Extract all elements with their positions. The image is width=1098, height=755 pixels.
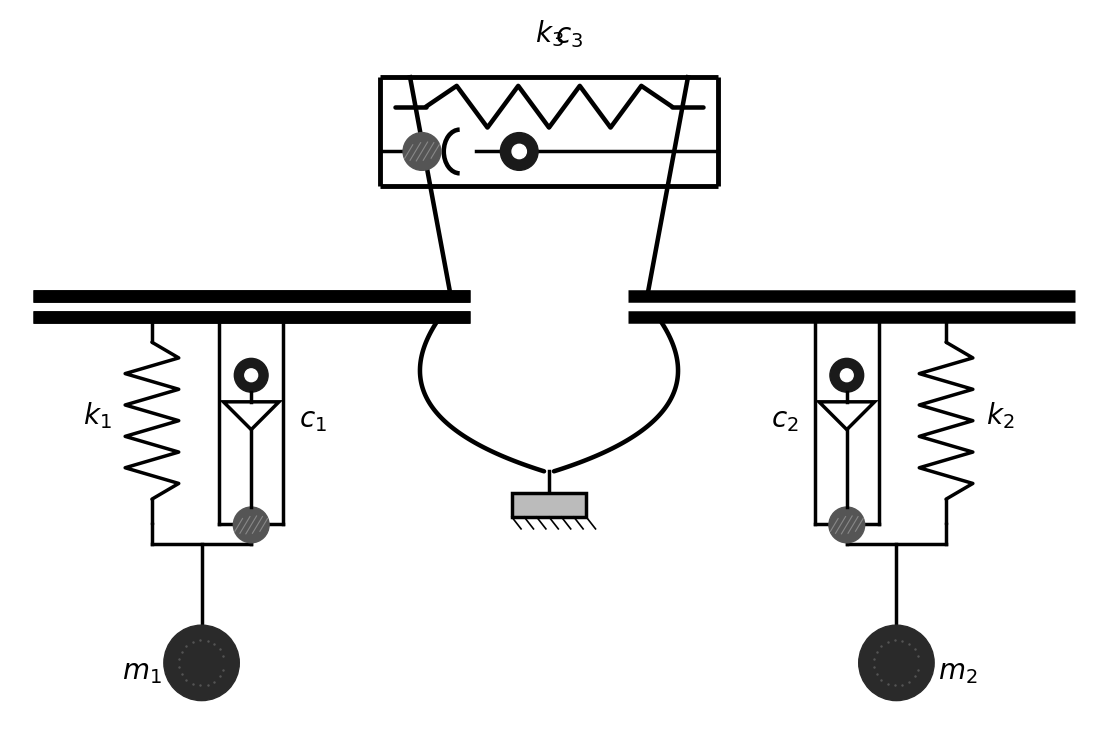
Polygon shape xyxy=(819,402,875,430)
Circle shape xyxy=(830,359,864,392)
Circle shape xyxy=(403,133,440,171)
Text: $k_1$: $k_1$ xyxy=(83,400,112,431)
Circle shape xyxy=(245,369,258,382)
Text: $c_3$: $c_3$ xyxy=(554,23,583,50)
Text: $c_1$: $c_1$ xyxy=(299,407,327,434)
Circle shape xyxy=(840,369,853,382)
Circle shape xyxy=(234,359,268,392)
Circle shape xyxy=(501,133,538,171)
Text: $m_2$: $m_2$ xyxy=(939,659,977,686)
Circle shape xyxy=(512,144,526,159)
Bar xyxy=(512,493,586,517)
Text: $k_2$: $k_2$ xyxy=(986,400,1015,431)
Circle shape xyxy=(859,625,934,701)
Circle shape xyxy=(234,507,269,543)
Text: $m_1$: $m_1$ xyxy=(122,659,161,686)
Polygon shape xyxy=(223,402,279,430)
Circle shape xyxy=(164,625,239,701)
Text: $k_3$: $k_3$ xyxy=(535,19,563,49)
Text: $c_2$: $c_2$ xyxy=(772,407,799,434)
Circle shape xyxy=(829,507,864,543)
